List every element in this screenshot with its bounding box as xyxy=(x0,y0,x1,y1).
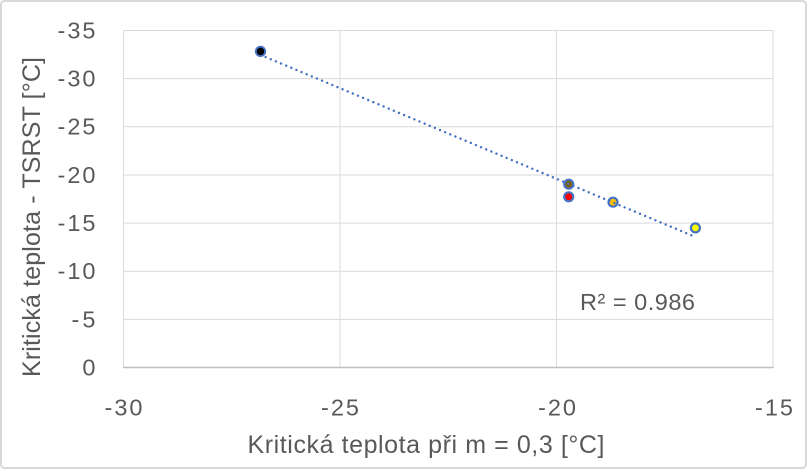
svg-text:0: 0 xyxy=(82,355,95,381)
svg-text:-35: -35 xyxy=(58,17,96,43)
svg-text:-25: -25 xyxy=(58,114,96,140)
svg-text:R² = 0.986: R² = 0.986 xyxy=(580,289,695,315)
svg-text:Kritická teplota - TSRST [°C]: Kritická teplota - TSRST [°C] xyxy=(18,57,46,377)
svg-text:-15: -15 xyxy=(755,395,793,421)
svg-text:-5: -5 xyxy=(72,306,96,332)
svg-text:-20: -20 xyxy=(538,395,576,421)
svg-text:-10: -10 xyxy=(58,258,96,284)
svg-text:-30: -30 xyxy=(58,66,96,92)
svg-text:-20: -20 xyxy=(58,162,96,188)
svg-text:-15: -15 xyxy=(58,210,96,236)
svg-text:Kritická teplota při m = 0,3 [: Kritická teplota při m = 0,3 [°C] xyxy=(248,431,605,459)
svg-text:-25: -25 xyxy=(321,395,359,421)
svg-text:-30: -30 xyxy=(105,395,143,421)
